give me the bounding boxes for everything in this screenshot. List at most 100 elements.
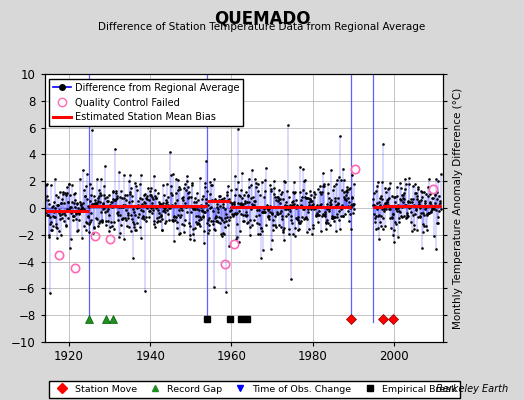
Point <box>346 185 355 192</box>
Point <box>404 213 412 219</box>
Point <box>53 202 62 208</box>
Point <box>170 216 179 223</box>
Point <box>174 231 183 238</box>
Point <box>243 212 251 218</box>
Point <box>211 215 220 221</box>
Point <box>220 230 228 237</box>
Point <box>248 167 257 174</box>
Point <box>244 193 252 200</box>
Point <box>240 218 248 224</box>
Point <box>78 205 86 212</box>
Point <box>413 196 421 202</box>
Point <box>392 184 401 190</box>
Point <box>261 209 269 215</box>
Point <box>370 202 378 208</box>
Point <box>152 205 160 211</box>
Point <box>185 194 193 201</box>
Point <box>176 214 184 220</box>
Point <box>248 222 256 228</box>
Point <box>204 227 213 233</box>
Point <box>201 184 209 190</box>
Point <box>392 205 400 211</box>
Point <box>267 186 276 192</box>
Point <box>60 200 68 206</box>
Point <box>435 202 443 208</box>
Point <box>205 179 214 185</box>
Point <box>409 183 418 189</box>
Point <box>384 186 392 192</box>
Point <box>326 197 335 204</box>
Point <box>126 228 135 235</box>
Point <box>231 186 239 193</box>
Point <box>320 182 328 189</box>
Point <box>133 187 141 193</box>
Point <box>310 194 319 201</box>
Point <box>98 218 106 225</box>
Point <box>336 133 344 140</box>
Point <box>315 212 323 218</box>
Point <box>154 190 162 196</box>
Point <box>335 217 344 224</box>
Point <box>329 213 337 220</box>
Point <box>301 177 309 183</box>
Point <box>269 217 277 223</box>
Point <box>48 204 56 210</box>
Point <box>99 200 107 206</box>
Point <box>309 222 318 228</box>
Point <box>163 199 172 205</box>
Point <box>156 218 164 224</box>
Point <box>103 208 111 215</box>
Point <box>294 226 303 232</box>
Point <box>143 205 151 212</box>
Point <box>337 205 346 212</box>
Point <box>397 197 405 203</box>
Point <box>160 220 169 227</box>
Point <box>254 181 263 188</box>
Point <box>427 202 435 208</box>
Point <box>378 179 387 185</box>
Point <box>238 170 246 176</box>
Point <box>294 219 303 226</box>
Point <box>197 202 205 208</box>
Point <box>287 217 296 223</box>
Point <box>252 213 260 219</box>
Point <box>89 230 97 236</box>
Point <box>383 198 391 205</box>
Point <box>287 276 295 282</box>
Point <box>298 194 306 200</box>
Point <box>263 205 271 212</box>
Point <box>286 204 294 211</box>
Point <box>157 201 166 208</box>
Point <box>204 216 213 223</box>
Point <box>107 204 116 210</box>
Point <box>244 191 253 198</box>
Point <box>227 187 236 193</box>
Point <box>280 237 289 243</box>
Point <box>401 202 409 208</box>
Point <box>250 198 259 204</box>
Point <box>187 182 195 188</box>
Point <box>236 187 245 194</box>
Point <box>88 201 96 208</box>
Point <box>326 202 334 209</box>
Point <box>325 222 334 228</box>
Point <box>77 202 85 208</box>
Point <box>152 195 160 202</box>
Point <box>59 190 68 197</box>
Point <box>383 197 391 203</box>
Point <box>59 189 67 195</box>
Point <box>425 200 434 206</box>
Point <box>110 219 118 226</box>
Point <box>417 210 425 216</box>
Point <box>109 188 117 195</box>
Point <box>177 212 185 218</box>
Point <box>275 222 283 228</box>
Point <box>246 224 254 230</box>
Point <box>126 172 134 178</box>
Point <box>113 193 122 200</box>
Point <box>97 176 105 182</box>
Point <box>247 206 256 212</box>
Point <box>192 213 201 219</box>
Point <box>418 194 426 200</box>
Point <box>63 189 71 196</box>
